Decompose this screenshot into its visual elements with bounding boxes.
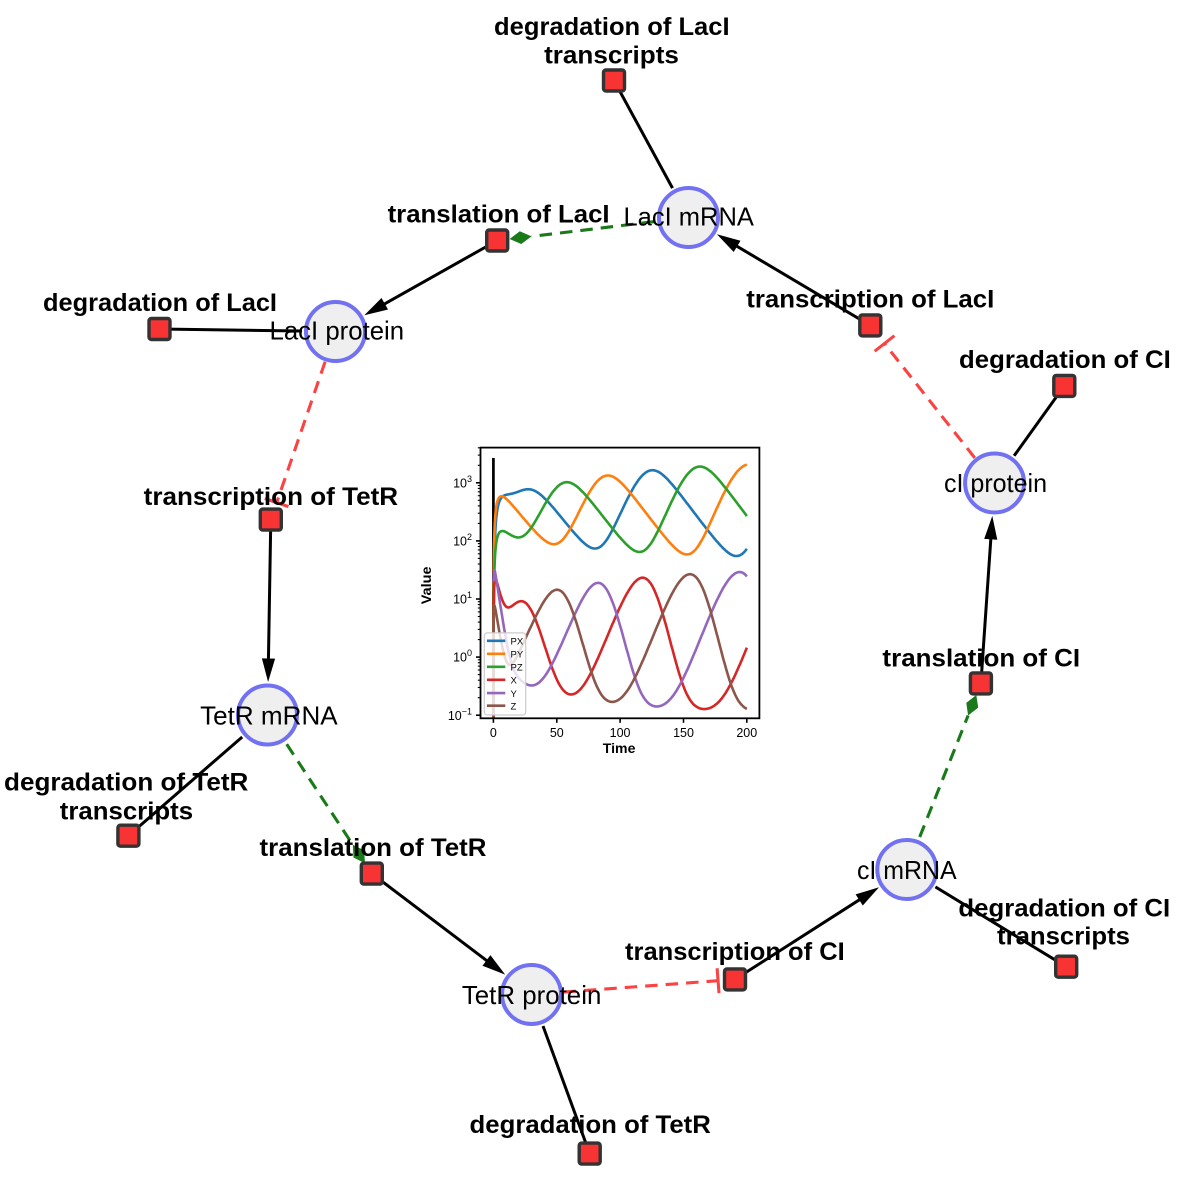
svg-text:transcription of LacI: transcription of LacI <box>746 285 994 313</box>
svg-text:Time: Time <box>603 741 636 756</box>
svg-text:degradation of CI: degradation of CI <box>958 895 1170 923</box>
svg-text:degradation of LacI: degradation of LacI <box>43 289 277 317</box>
svg-text:50: 50 <box>550 726 564 740</box>
svg-text:degradation of TetR: degradation of TetR <box>4 769 248 797</box>
svg-text:PY: PY <box>511 650 524 661</box>
svg-text:transcripts: transcripts <box>60 798 193 826</box>
svg-text:translation of CI: translation of CI <box>882 645 1080 673</box>
svg-text:Value: Value <box>419 566 434 604</box>
svg-text:Z: Z <box>511 702 517 713</box>
svg-text:degradation of CI: degradation of CI <box>959 346 1171 374</box>
svg-text:X: X <box>511 676 518 687</box>
svg-text:translation of LacI: translation of LacI <box>388 201 610 229</box>
svg-text:translation of TetR: translation of TetR <box>260 834 487 862</box>
svg-text:LacI mRNA: LacI mRNA <box>624 202 755 232</box>
svg-text:degradation of LacI: degradation of LacI <box>494 13 730 41</box>
svg-text:cI protein: cI protein <box>944 468 1047 498</box>
svg-text:0: 0 <box>490 726 497 740</box>
svg-text:200: 200 <box>736 726 757 740</box>
svg-text:LacI protein: LacI protein <box>270 315 405 345</box>
svg-text:100: 100 <box>610 726 631 740</box>
svg-text:degradation of TetR: degradation of TetR <box>470 1111 711 1139</box>
svg-text:150: 150 <box>673 726 694 740</box>
svg-text:PX: PX <box>511 637 524 648</box>
svg-text:TetR mRNA: TetR mRNA <box>200 701 338 731</box>
svg-text:PZ: PZ <box>511 663 523 674</box>
svg-text:cI mRNA: cI mRNA <box>857 855 957 885</box>
svg-text:transcription of CI: transcription of CI <box>625 938 845 966</box>
svg-text:transcripts: transcripts <box>544 42 679 70</box>
svg-text:Y: Y <box>511 689 518 700</box>
svg-text:transcription of TetR: transcription of TetR <box>144 483 398 511</box>
svg-text:TetR protein: TetR protein <box>462 980 602 1010</box>
svg-text:transcripts: transcripts <box>997 923 1130 951</box>
